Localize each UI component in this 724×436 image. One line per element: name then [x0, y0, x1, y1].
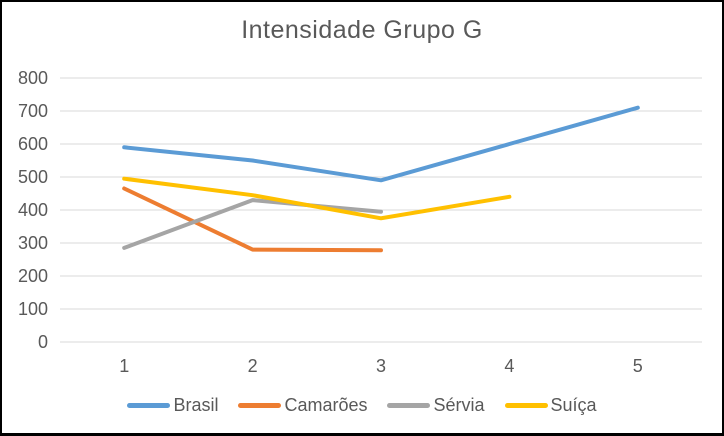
series-line-camaroes [122, 186, 383, 253]
series-line-servia [122, 198, 383, 250]
legend-item-brasil: Brasil [127, 395, 218, 415]
y-tick-label: 100 [18, 299, 48, 319]
legend-swatch-brasil [127, 402, 171, 408]
legend-label-servia: Sérvia [433, 395, 485, 415]
y-tick-label: 500 [18, 167, 48, 187]
y-tick-label: 800 [18, 68, 48, 88]
legend-item-suica: Suíça [504, 395, 597, 415]
legend-label-suica: Suíça [550, 395, 597, 415]
series-line-brasil [122, 105, 640, 183]
x-tick-label: 2 [248, 356, 258, 376]
legend-item-servia: Sérvia [387, 395, 485, 415]
legend-label-camaroes: Camarões [284, 395, 368, 415]
x-tick-label: 3 [376, 356, 386, 376]
y-tick-label: 300 [18, 233, 48, 253]
x-tick-label: 4 [504, 356, 514, 376]
legend-swatch-suica [504, 402, 548, 408]
y-tick-label: 600 [18, 134, 48, 154]
y-tick-label: 0 [38, 332, 48, 352]
x-tick-label: 5 [633, 356, 643, 376]
legend-label-brasil: Brasil [173, 395, 219, 415]
legend-item-camaroes: Camarões [238, 395, 367, 415]
chart-title: Intensidade Grupo G [241, 16, 483, 44]
legend-swatch-camaroes [238, 402, 282, 408]
x-tick-label: 1 [119, 356, 129, 376]
y-tick-label: 700 [18, 101, 48, 121]
series-line-suica [122, 176, 512, 221]
legend: Brasil Camarões Sérvia Suíça [2, 395, 722, 415]
y-tick-label: 200 [18, 266, 48, 286]
y-tick-label: 400 [18, 200, 48, 220]
legend-swatch-servia [387, 402, 431, 408]
